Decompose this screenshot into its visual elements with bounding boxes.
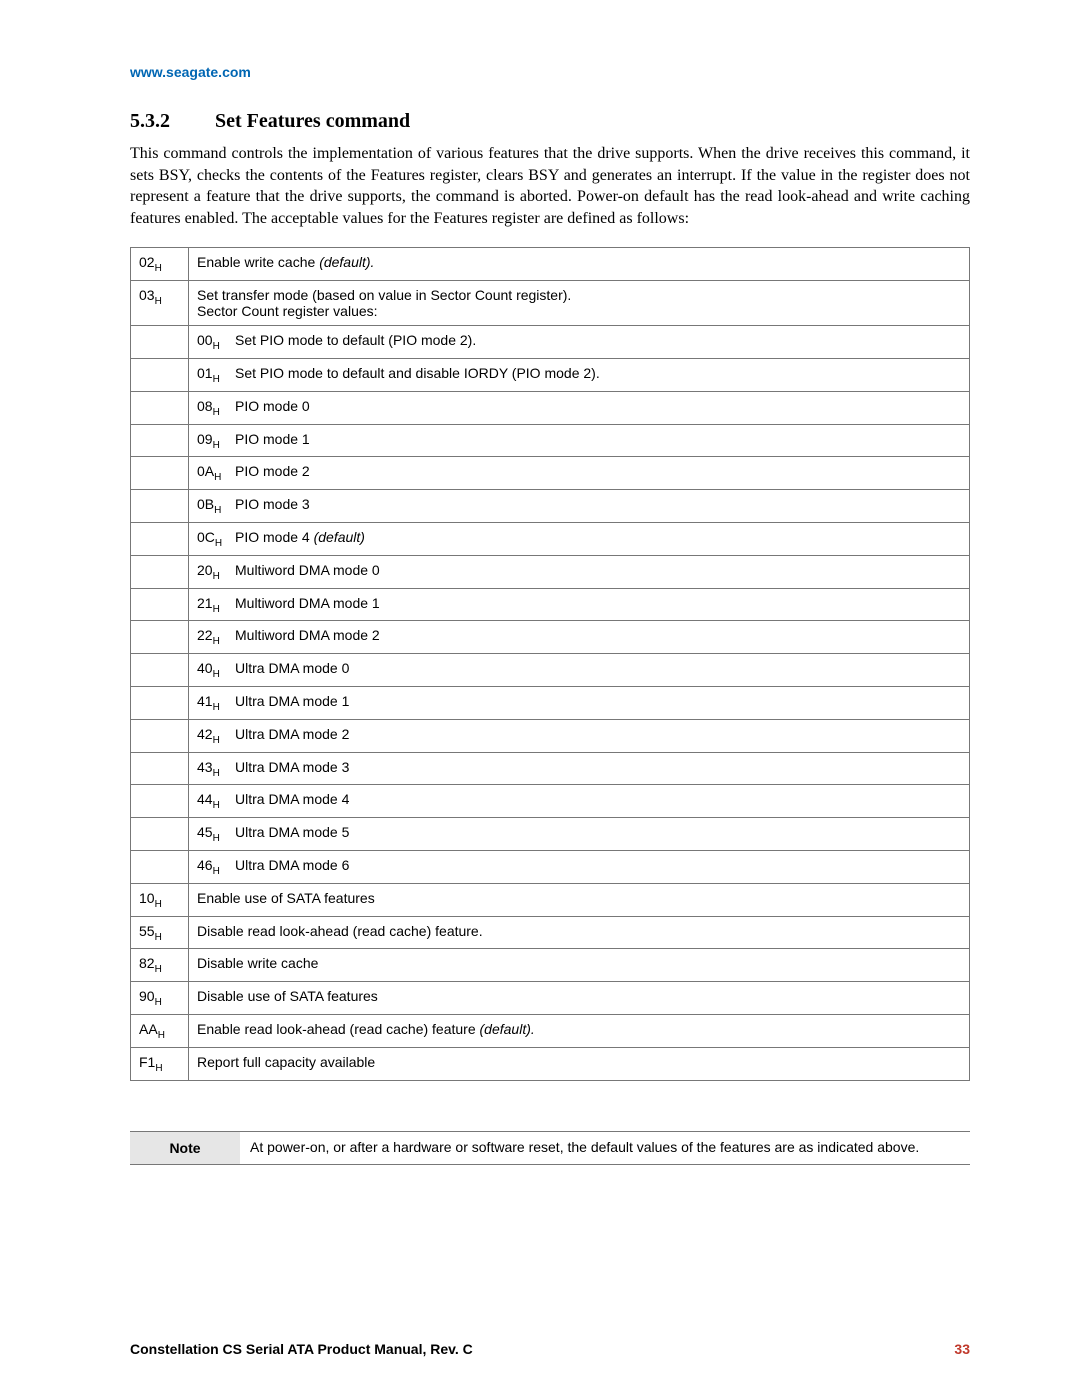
note-text: At power-on, or after a hardware or soft… [240, 1132, 970, 1162]
feature-code-cell [131, 752, 189, 785]
feature-desc-cell: 21HMultiword DMA mode 1 [189, 588, 970, 621]
feature-code-cell [131, 457, 189, 490]
feature-desc-cell: 46HUltra DMA mode 6 [189, 850, 970, 883]
feature-code-cell [131, 555, 189, 588]
intro-paragraph: This command controls the implementation… [130, 143, 970, 229]
table-row: 44HUltra DMA mode 4 [131, 785, 970, 818]
features-table: 02HEnable write cache (default).03HSet t… [130, 247, 970, 1080]
feature-desc-cell: 44HUltra DMA mode 4 [189, 785, 970, 818]
header-url[interactable]: www.seagate.com [130, 64, 970, 80]
feature-desc-cell: 0BHPIO mode 3 [189, 490, 970, 523]
page-footer: Constellation CS Serial ATA Product Manu… [130, 1341, 970, 1357]
feature-desc-cell: 0AHPIO mode 2 [189, 457, 970, 490]
table-row: 45HUltra DMA mode 5 [131, 818, 970, 851]
feature-code-cell: 82H [131, 949, 189, 982]
feature-code-cell [131, 621, 189, 654]
feature-desc-cell: 22HMultiword DMA mode 2 [189, 621, 970, 654]
feature-code-cell [131, 850, 189, 883]
table-row: 41HUltra DMA mode 1 [131, 686, 970, 719]
table-row: 55HDisable read look-ahead (read cache) … [131, 916, 970, 949]
feature-code-cell: 55H [131, 916, 189, 949]
feature-code-cell: F1H [131, 1047, 189, 1080]
feature-code-cell: 90H [131, 982, 189, 1015]
table-row: 46HUltra DMA mode 6 [131, 850, 970, 883]
feature-desc-cell: Enable read look-ahead (read cache) feat… [189, 1014, 970, 1047]
table-row: 43HUltra DMA mode 3 [131, 752, 970, 785]
table-row: AAHEnable read look-ahead (read cache) f… [131, 1014, 970, 1047]
table-row: 10HEnable use of SATA features [131, 883, 970, 916]
table-row: 90HDisable use of SATA features [131, 982, 970, 1015]
footer-title: Constellation CS Serial ATA Product Manu… [130, 1341, 473, 1357]
table-row: 08HPIO mode 0 [131, 391, 970, 424]
feature-desc-cell: 43HUltra DMA mode 3 [189, 752, 970, 785]
feature-code-cell: AAH [131, 1014, 189, 1047]
table-row: 00HSet PIO mode to default (PIO mode 2). [131, 326, 970, 359]
feature-code-cell [131, 522, 189, 555]
feature-desc-cell: Report full capacity available [189, 1047, 970, 1080]
feature-code-cell [131, 588, 189, 621]
feature-desc-cell: Set transfer mode (based on value in Sec… [189, 281, 970, 326]
feature-desc-cell: 0CHPIO mode 4 (default) [189, 522, 970, 555]
feature-code-cell [131, 424, 189, 457]
feature-code-cell [131, 785, 189, 818]
document-page: www.seagate.com 5.3.2 Set Features comma… [0, 0, 1080, 1397]
table-row: 20HMultiword DMA mode 0 [131, 555, 970, 588]
feature-desc-cell: Disable use of SATA features [189, 982, 970, 1015]
section-title: Set Features command [215, 110, 410, 132]
feature-desc-cell: 41HUltra DMA mode 1 [189, 686, 970, 719]
table-row: 0CHPIO mode 4 (default) [131, 522, 970, 555]
feature-desc-cell: 00HSet PIO mode to default (PIO mode 2). [189, 326, 970, 359]
feature-code-cell [131, 818, 189, 851]
feature-desc-cell: 45HUltra DMA mode 5 [189, 818, 970, 851]
footer-page-number: 33 [954, 1341, 970, 1357]
table-row: 22HMultiword DMA mode 2 [131, 621, 970, 654]
feature-desc-cell: 20HMultiword DMA mode 0 [189, 555, 970, 588]
feature-desc-cell: 42HUltra DMA mode 2 [189, 719, 970, 752]
table-row: 03HSet transfer mode (based on value in … [131, 281, 970, 326]
table-row: 40HUltra DMA mode 0 [131, 654, 970, 687]
feature-desc-cell: 09HPIO mode 1 [189, 424, 970, 457]
table-row: F1HReport full capacity available [131, 1047, 970, 1080]
note-label: Note [130, 1132, 240, 1164]
table-row: 09HPIO mode 1 [131, 424, 970, 457]
feature-desc-cell: 01HSet PIO mode to default and disable I… [189, 358, 970, 391]
note-box: Note At power-on, or after a hardware or… [130, 1131, 970, 1165]
section-number: 5.3.2 [130, 110, 210, 133]
feature-desc-cell: 08HPIO mode 0 [189, 391, 970, 424]
feature-code-cell [131, 326, 189, 359]
table-row: 01HSet PIO mode to default and disable I… [131, 358, 970, 391]
feature-desc-cell: 40HUltra DMA mode 0 [189, 654, 970, 687]
table-row: 02HEnable write cache (default). [131, 248, 970, 281]
feature-desc-cell: Enable write cache (default). [189, 248, 970, 281]
table-row: 82HDisable write cache [131, 949, 970, 982]
feature-code-cell: 10H [131, 883, 189, 916]
feature-code-cell [131, 490, 189, 523]
feature-code-cell [131, 719, 189, 752]
table-row: 42HUltra DMA mode 2 [131, 719, 970, 752]
feature-desc-cell: Disable write cache [189, 949, 970, 982]
feature-desc-cell: Disable read look-ahead (read cache) fea… [189, 916, 970, 949]
feature-code-cell [131, 654, 189, 687]
table-row: 0BHPIO mode 3 [131, 490, 970, 523]
feature-code-cell [131, 686, 189, 719]
feature-code-cell: 03H [131, 281, 189, 326]
feature-code-cell [131, 358, 189, 391]
table-row: 21HMultiword DMA mode 1 [131, 588, 970, 621]
feature-desc-cell: Enable use of SATA features [189, 883, 970, 916]
section-heading: 5.3.2 Set Features command [130, 110, 970, 133]
table-row: 0AHPIO mode 2 [131, 457, 970, 490]
feature-code-cell [131, 391, 189, 424]
feature-code-cell: 02H [131, 248, 189, 281]
